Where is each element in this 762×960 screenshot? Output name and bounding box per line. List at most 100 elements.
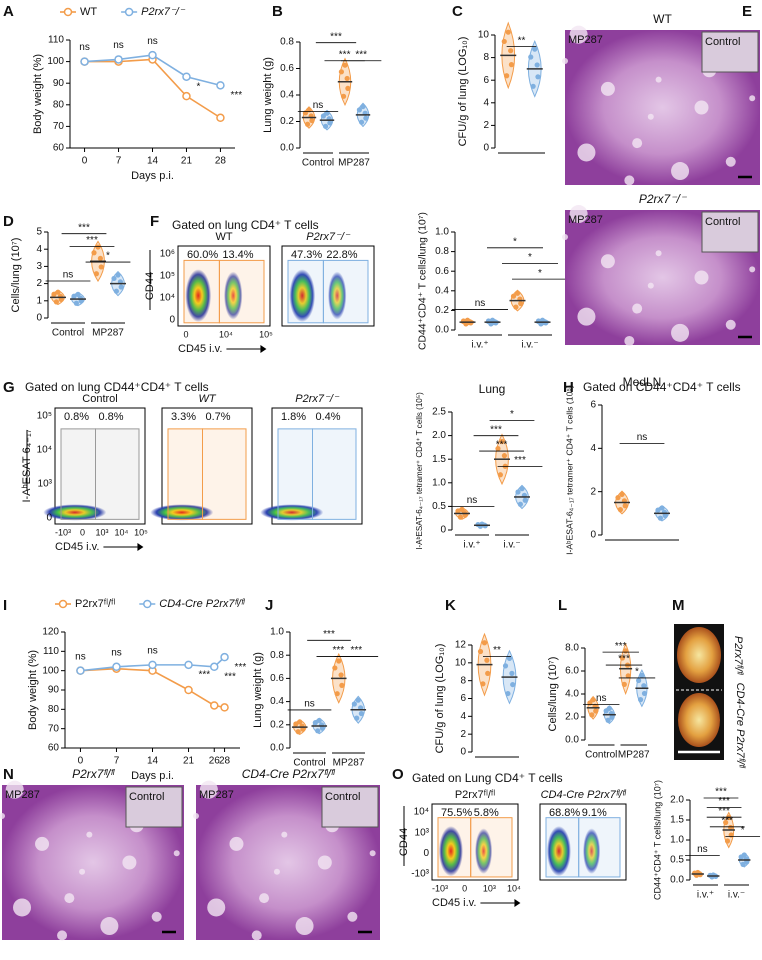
dot: [51, 291, 57, 297]
gate-percent: 1.8%: [281, 411, 306, 423]
y-tick-label: 10⁴: [160, 293, 175, 304]
density: [583, 828, 601, 874]
gate-percent: 0.4%: [316, 411, 341, 423]
x-tick-label: Control: [585, 750, 617, 761]
x-axis-label: CD45 i.v.: [178, 343, 222, 355]
dot: [339, 682, 345, 688]
dot: [728, 832, 734, 838]
dot: [657, 515, 664, 521]
image-title: WT: [653, 12, 672, 26]
x-tick-label: 10⁴: [219, 329, 233, 339]
x-tick-label: 0: [183, 329, 188, 339]
gate-percent: 0.8%: [64, 411, 89, 423]
dot: [93, 271, 99, 277]
significance: ***: [78, 222, 90, 233]
dot: [332, 665, 338, 671]
y-tick-label: 0.2: [280, 116, 294, 127]
y-tick-label: 100: [47, 56, 64, 67]
airway: [647, 113, 654, 120]
airway: [600, 81, 615, 96]
y-axis-label: I-AᵇESAT-6₄₋₁₇ tetramer⁺ CD4⁺ T cells (1…: [415, 392, 424, 550]
dot: [522, 497, 528, 503]
plot-title: P2rx7ᶠˡ/ᶠˡ: [455, 789, 496, 801]
y-tick-label: 10⁵: [160, 271, 175, 282]
significance: **: [493, 645, 501, 656]
dot: [497, 472, 503, 478]
significance: ***: [330, 31, 342, 42]
dot: [345, 85, 351, 91]
y-tick-label: 2: [483, 120, 489, 131]
dot: [637, 697, 644, 703]
gate-percent: 47.3%: [291, 249, 322, 261]
panel-letter: J: [265, 597, 273, 614]
density: [260, 504, 324, 521]
significance: ns: [596, 693, 607, 704]
airway: [562, 234, 568, 240]
y-axis-label: I-AᵇESAT-6₄₋₁₇ tetramer⁺ CD4⁺ T cells (1…: [564, 385, 574, 555]
y-axis-label: Lung weight (g): [252, 652, 264, 728]
dot: [297, 719, 303, 725]
y-axis-label: Cells/lung (10⁷): [10, 238, 22, 313]
dot: [530, 83, 536, 89]
gate: [60, 428, 96, 520]
x-tick-label: 10⁵: [259, 329, 273, 339]
y-tick-label: 2: [460, 729, 466, 740]
airway: [64, 893, 75, 904]
airway: [655, 250, 662, 257]
y-tick-label: 60: [53, 143, 65, 154]
significance: *: [510, 409, 514, 420]
y-tick-label: 0.8: [280, 37, 294, 48]
gate: [437, 817, 472, 878]
gate: [183, 259, 220, 324]
x-tick-label: 28: [219, 756, 231, 767]
dot: [510, 293, 517, 299]
y-tick-label: 100: [42, 665, 59, 676]
dot: [485, 670, 491, 676]
plot-title: WT: [198, 393, 216, 405]
y-tick-label: 4.0: [565, 689, 579, 700]
y-tick-label: 1.0: [432, 477, 446, 488]
sample-tag: MP287: [5, 789, 40, 801]
x-tick-label: MP287: [618, 750, 650, 761]
dot: [477, 648, 484, 655]
y-tick-label: 90: [53, 78, 65, 89]
chart-title: MedLN: [623, 375, 662, 389]
significance: ns: [147, 646, 158, 657]
gate-percent: 60.0%: [187, 249, 218, 261]
density: [224, 271, 243, 320]
y-tick-label: 1.0: [670, 835, 684, 846]
dot: [327, 120, 333, 126]
x-tick-label: 21: [181, 156, 193, 167]
x-tick-label: i.v.⁻: [521, 340, 538, 351]
airway: [624, 175, 635, 186]
significance: ***: [230, 90, 242, 101]
y-tick-label: 4: [590, 443, 596, 454]
significance: ***: [224, 671, 236, 682]
airway: [229, 836, 244, 851]
y-tick-label: 0.0: [280, 143, 294, 154]
x-tick-label: 10³: [95, 527, 108, 537]
airway: [632, 303, 643, 314]
dot: [509, 670, 515, 676]
image-title: P2rx7⁻/⁻: [639, 192, 688, 206]
dot: [589, 712, 595, 718]
panel-letter: A: [3, 3, 14, 20]
dot: [636, 677, 642, 684]
y-tick-label: 2: [590, 486, 596, 497]
y-tick-label: 10: [478, 30, 490, 41]
point: [112, 662, 121, 672]
dot: [293, 721, 299, 727]
dot: [508, 62, 515, 68]
significance: ***: [86, 235, 98, 246]
gate: [277, 428, 313, 520]
significance: *: [741, 825, 745, 836]
point: [184, 685, 193, 695]
dot: [535, 74, 541, 80]
dot: [505, 29, 511, 35]
y-axis-label: Cells/lung (10⁷): [547, 657, 559, 732]
y-tick-label: 10⁶: [160, 249, 175, 260]
y-tick-label: 0: [440, 525, 446, 536]
x-tick-label: 0: [462, 883, 467, 893]
panel-letter: M: [672, 597, 685, 614]
x-tick-label: -10³: [55, 527, 71, 537]
